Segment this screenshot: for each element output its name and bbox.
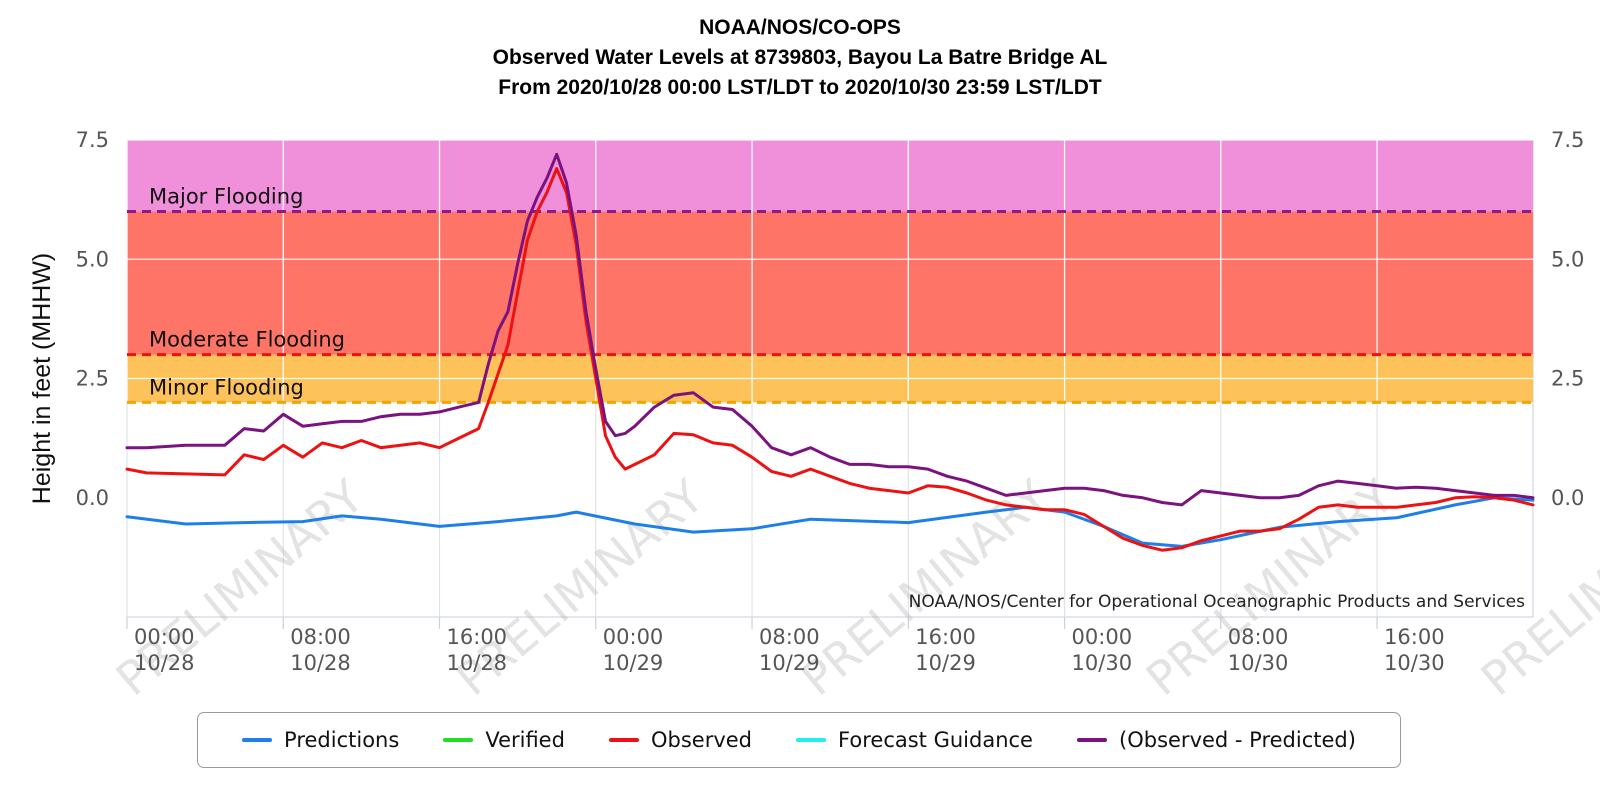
moderate-flooding-band (127, 211, 1533, 355)
legend-swatch-forecast-guidance (796, 738, 827, 742)
x-tick-date-3: 10/29 (603, 651, 664, 675)
x-tick-time-4: 08:00 (759, 625, 820, 649)
x-tick-time-3: 00:00 (603, 625, 664, 649)
chart-subtitle: Observed Water Levels at 8739803, Bayou … (492, 46, 1108, 69)
legend-label-observed-minus-predicted: (Observed - Predicted) (1119, 728, 1356, 752)
x-tick-time-7: 08:00 (1228, 625, 1289, 649)
legend-swatch-predictions (242, 738, 273, 742)
y-tick-left-2: 2.5 (76, 367, 109, 391)
x-tick-date-4: 10/29 (759, 651, 820, 675)
chart-date-range: From 2020/10/28 00:00 LST/LDT to 2020/10… (498, 76, 1102, 99)
series-observed (125, 167, 1535, 552)
credit-text: NOAA/NOS/Center for Operational Oceanogr… (909, 592, 1525, 612)
x-tick-date-1: 10/28 (290, 651, 351, 675)
y-tick-right-3: 0.0 (1551, 486, 1584, 510)
moderate-flooding-label: Moderate Flooding (149, 328, 345, 352)
legend: Predictions Verified Observed Forecast G… (197, 712, 1401, 768)
y-tick-left-1: 5.0 (76, 247, 109, 271)
x-tick-date-7: 10/30 (1228, 651, 1289, 675)
x-tick-time-8: 16:00 (1384, 625, 1445, 649)
legend-item-verified[interactable]: Verified (443, 728, 565, 752)
series-observed-minus-predicted (125, 152, 1535, 507)
x-tick-time-1: 08:00 (290, 625, 351, 649)
x-tick-time-6: 00:00 (1072, 625, 1133, 649)
minor-flooding-label: Minor Flooding (149, 375, 304, 399)
legend-item-forecast-guidance[interactable]: Forecast Guidance (796, 728, 1033, 752)
x-tick-time-5: 16:00 (915, 625, 976, 649)
legend-label-observed: Observed (650, 728, 753, 752)
legend-item-predictions[interactable]: Predictions (242, 728, 399, 752)
y-tick-right-0: 7.5 (1551, 128, 1584, 152)
major-flooding-label: Major Flooding (149, 185, 303, 209)
x-tick-date-8: 10/30 (1384, 651, 1445, 675)
major-flooding-band (127, 140, 1533, 212)
y-tick-left-3: 0.0 (76, 486, 109, 510)
y-tick-left-0: 7.5 (76, 128, 109, 152)
series-predictions (125, 496, 1535, 548)
chart-title: NOAA/NOS/CO-OPS (699, 16, 901, 39)
legend-label-verified: Verified (485, 728, 565, 752)
legend-swatch-observed-minus-predicted (1077, 738, 1108, 742)
x-tick-time-0: 00:00 (134, 625, 195, 649)
y-axis-title: Height in feet (MHHW) (28, 253, 56, 504)
x-tick-time-2: 16:00 (447, 625, 508, 649)
legend-swatch-verified (443, 738, 474, 742)
x-tick-date-0: 10/28 (134, 651, 195, 675)
legend-swatch-observed (608, 738, 639, 742)
legend-item-observed-minus-predicted[interactable]: (Observed - Predicted) (1077, 728, 1356, 752)
legend-label-forecast-guidance: Forecast Guidance (838, 728, 1033, 752)
x-tick-date-5: 10/29 (915, 651, 976, 675)
legend-label-predictions: Predictions (284, 728, 400, 752)
y-tick-right-2: 2.5 (1551, 367, 1584, 391)
legend-item-observed[interactable]: Observed (608, 728, 753, 752)
x-tick-date-2: 10/28 (447, 651, 508, 675)
y-tick-right-1: 5.0 (1551, 247, 1584, 271)
x-tick-date-6: 10/30 (1072, 651, 1133, 675)
